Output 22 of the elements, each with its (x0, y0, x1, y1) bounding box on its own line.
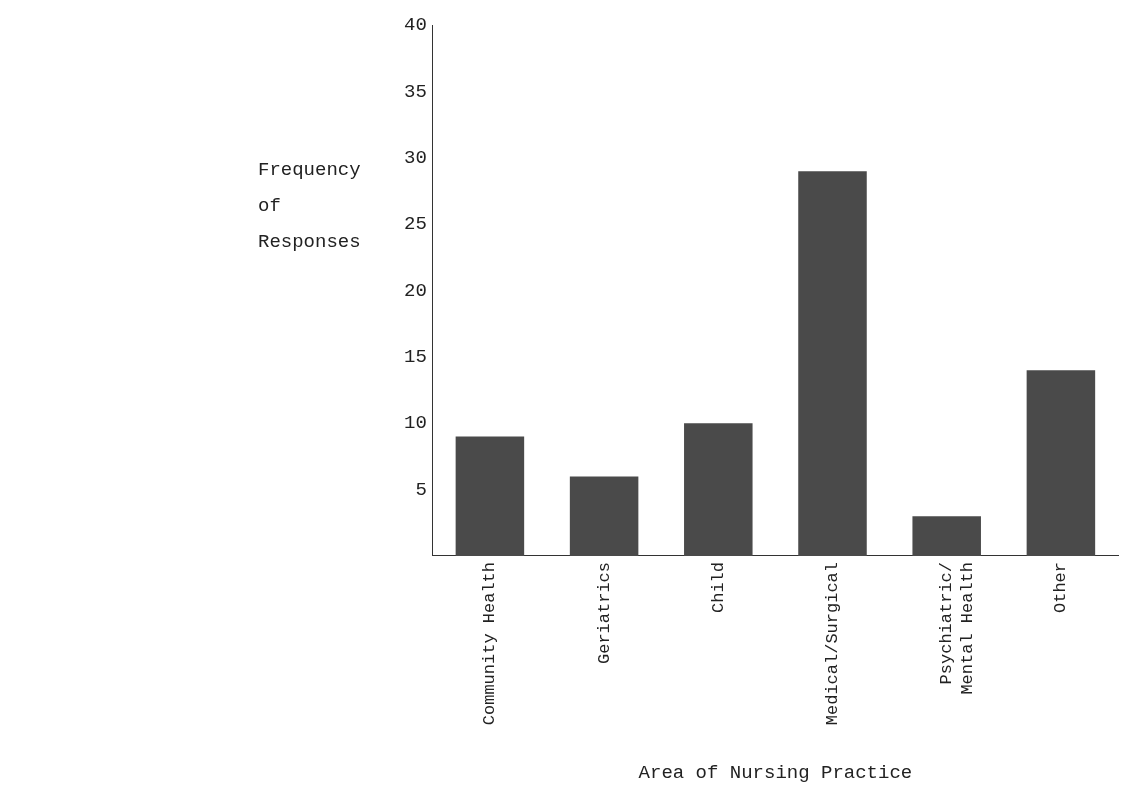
y-tick-label: 15 (403, 346, 427, 369)
x-tick-label: Community Health (480, 561, 500, 726)
bar (455, 436, 525, 556)
x-tick-label: Psychiatric/ Mental Health (937, 561, 977, 695)
x-tick-label: Geriatrics (594, 561, 614, 664)
x-axis-title: Area of Nursing Practice (638, 761, 913, 784)
x-tick-label: Medical/Surgical (823, 561, 842, 726)
bar (569, 476, 639, 556)
y-axis-title: Frequency of Responses (258, 158, 362, 255)
bar (798, 171, 867, 556)
y-tick-label: 30 (403, 147, 427, 170)
x-tick-label: Other (1051, 561, 1071, 613)
bar (912, 516, 981, 556)
y-tick-label: 20 (403, 279, 427, 302)
bar (684, 423, 753, 556)
bar (1026, 370, 1096, 556)
y-tick-label: 25 (403, 213, 427, 236)
x-tick-label: Child (708, 561, 728, 613)
y-tick-label: 5 (415, 478, 427, 501)
y-tick-label: 10 (403, 412, 427, 435)
y-tick-label: 35 (403, 80, 427, 103)
y-tick-label: 40 (403, 14, 427, 37)
